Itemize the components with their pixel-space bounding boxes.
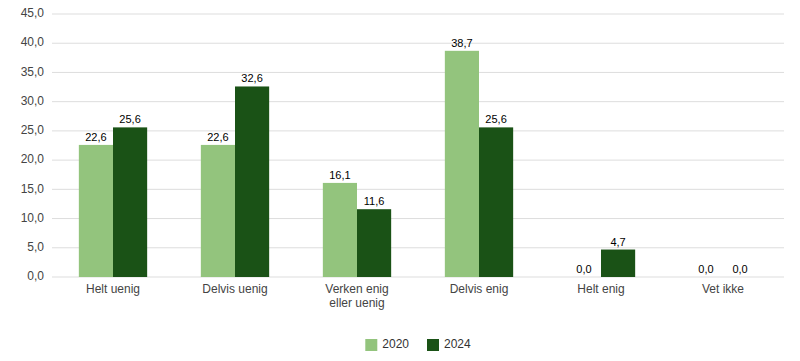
data-label: 0,0 [698, 263, 713, 275]
data-labels: 22,6 22,6 16,1 38,7 0,0 0,0 25,6 32,6 11,6 25,6 4,… [85, 37, 748, 275]
data-label: 4,7 [610, 236, 625, 248]
y-tick-label: 25,0 [21, 123, 45, 137]
data-label: 25,6 [119, 113, 140, 125]
y-tick-label: 35,0 [21, 65, 45, 79]
grid-line [52, 247, 784, 248]
y-tick-label: 0,0 [27, 269, 44, 283]
x-tick-label: Vet ikke [702, 282, 744, 296]
grid-line [52, 189, 784, 190]
legend-label: 2020 [382, 337, 409, 351]
bars [79, 51, 635, 277]
x-tick-label: Verken enigeller uenig [325, 282, 388, 310]
grid-line [52, 101, 784, 102]
data-label: 0,0 [576, 263, 591, 275]
data-label: 38,7 [451, 37, 472, 49]
data-label: 22,6 [85, 131, 106, 143]
bar [567, 277, 601, 278]
x-tick-label-line: eller uenig [329, 296, 384, 310]
x-axis: Helt uenig Delvis uenig Verken enigeller u… [86, 282, 744, 310]
bar [201, 145, 235, 277]
x-tick-label-line: Delvis uenig [202, 282, 267, 296]
grid-line [52, 43, 784, 44]
legend: 2020 2024 [365, 337, 471, 351]
legend-item: 2020 [365, 337, 409, 351]
bar [479, 127, 513, 277]
data-label: 11,6 [364, 195, 385, 207]
bar [601, 250, 635, 277]
bar [235, 86, 269, 277]
chart-container: 0,0 5,0 10,0 15,0 20,0 25,0 30,0 35,0 40,0 45,0 22… [0, 0, 800, 361]
grid-line [52, 72, 784, 73]
x-tick-label: Delvis uenig [202, 282, 267, 296]
data-label: 25,6 [485, 113, 506, 125]
x-tick-label-line: Vet ikke [702, 282, 744, 296]
y-axis: 0,0 5,0 10,0 15,0 20,0 25,0 30,0 35,0 40,0 45,0 [21, 6, 45, 283]
y-tick-label: 40,0 [21, 35, 45, 49]
x-tick-label-line: Delvis enig [450, 282, 509, 296]
chart-svg: 0,0 5,0 10,0 15,0 20,0 25,0 30,0 35,0 40,0 45,0 22… [0, 0, 800, 361]
series-bars [113, 86, 635, 277]
legend-item: 2024 [427, 337, 471, 351]
y-tick-label: 10,0 [21, 211, 45, 225]
bar [79, 145, 113, 277]
y-tick-label: 5,0 [27, 240, 44, 254]
grid-line [52, 160, 784, 161]
x-tick-label-line: Helt uenig [86, 282, 140, 296]
bar [723, 277, 757, 278]
data-label: 16,1 [329, 169, 350, 181]
y-tick-label: 20,0 [21, 152, 45, 166]
bar [445, 51, 479, 277]
bar [357, 209, 391, 277]
x-tick-label: Delvis enig [450, 282, 509, 296]
data-label: 0,0 [732, 263, 747, 275]
y-tick-label: 30,0 [21, 94, 45, 108]
x-tick-label-line: Helt enig [577, 282, 624, 296]
page: {"chart_data": {"type": "bar", "categori… [0, 0, 800, 361]
y-tick-label: 45,0 [21, 6, 45, 20]
data-label: 22,6 [207, 131, 228, 143]
x-tick-label-line: Verken enig [325, 282, 388, 296]
grid-line [52, 277, 784, 278]
x-tick-label: Helt enig [577, 282, 624, 296]
legend-swatch [427, 339, 439, 351]
grid [52, 14, 784, 277]
y-tick-label: 15,0 [21, 182, 45, 196]
x-tick-label: Helt uenig [86, 282, 140, 296]
bar [689, 277, 723, 278]
legend-label: 2024 [444, 337, 471, 351]
grid-line [52, 130, 784, 131]
bar [113, 127, 147, 277]
grid-line [52, 14, 784, 15]
data-label: 32,6 [241, 72, 262, 84]
bar [323, 183, 357, 277]
grid-line [52, 218, 784, 219]
legend-swatch [365, 339, 377, 351]
series-bars [79, 51, 479, 277]
